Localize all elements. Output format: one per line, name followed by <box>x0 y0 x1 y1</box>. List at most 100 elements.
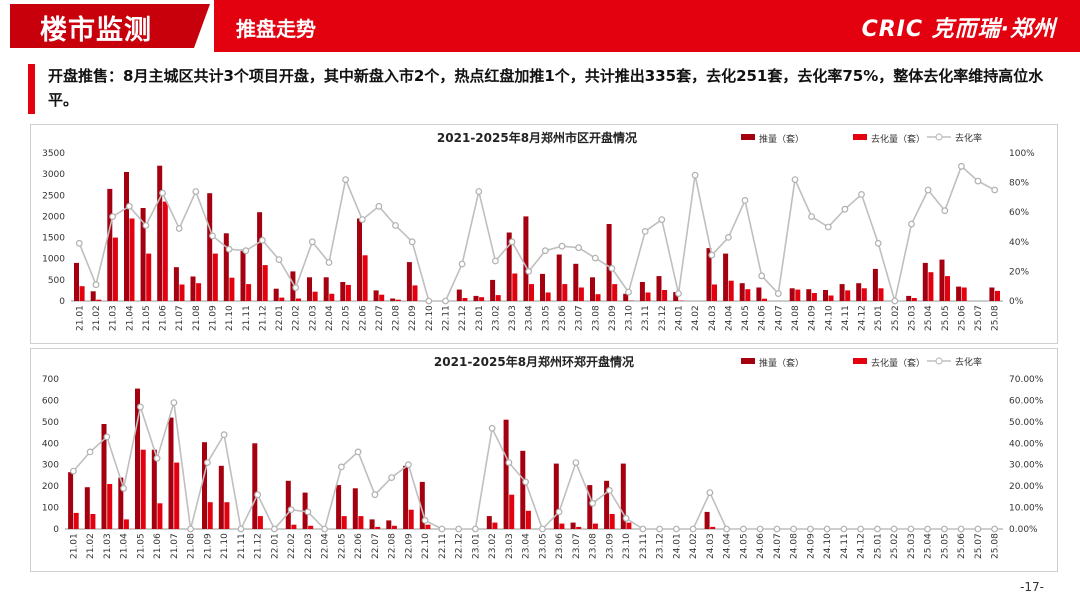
rate-point <box>175 225 183 232</box>
rate-point <box>575 244 582 252</box>
legend-label-rate: 去化率 <box>955 132 982 144</box>
bar-supply <box>673 292 679 301</box>
rate-point <box>774 290 782 298</box>
x-tick-label: 24.06 <box>756 533 766 559</box>
bar-supply <box>207 193 213 301</box>
x-tick-label: 23.08 <box>589 533 599 559</box>
summary-accent-bar <box>28 64 35 114</box>
x-tick-label: 21.02 <box>86 533 96 559</box>
y-tick-label: 400 <box>42 439 59 449</box>
bar-supply <box>723 253 729 301</box>
bar-sold <box>595 294 601 301</box>
rate-point <box>354 448 362 456</box>
bar-sold <box>609 514 615 529</box>
bar-sold <box>90 514 96 529</box>
bar-sold <box>107 484 113 529</box>
bar-sold <box>509 494 515 529</box>
rate-point <box>270 525 278 533</box>
rate-point <box>941 525 948 533</box>
x-tick-label: 25.05 <box>940 533 950 559</box>
x-tick-label: 22.06 <box>354 533 364 559</box>
rate-point <box>421 516 429 524</box>
bar-supply <box>553 463 559 529</box>
rate-point <box>442 297 449 305</box>
x-tick-label: 24.11 <box>841 305 851 331</box>
bar-supply <box>390 298 396 301</box>
x-tick-label: 25.08 <box>991 533 1001 559</box>
bar-sold <box>559 523 565 529</box>
rate-point <box>625 288 632 296</box>
bar-sold <box>157 503 163 529</box>
y-tick-label: 3500 <box>42 149 65 159</box>
rate-point <box>858 190 865 198</box>
chart-panel-city: 2021-2025年8月郑州市区开盘情况 推量（套） 去化量（套） 去化率 0 500 10… <box>30 124 1058 344</box>
x-tick-label: 23.01 <box>475 305 485 331</box>
legend-label-sold: 去化量（套） <box>871 357 925 369</box>
x-tick-label: 23.07 <box>572 533 582 559</box>
bar-sold <box>626 522 632 529</box>
bar-sold <box>395 299 401 301</box>
bar-supply <box>357 218 362 301</box>
x-tick-label: 24.12 <box>858 305 868 331</box>
section-title: 推盘走势 <box>236 17 316 41</box>
x-tick-label: 21.12 <box>254 533 264 559</box>
x-tick-label: 22.08 <box>388 533 398 559</box>
bar-supply <box>74 262 79 301</box>
bar-sold <box>291 524 297 529</box>
y2-tick-label: 20% <box>1009 267 1029 277</box>
y-tick-label: 0 <box>53 525 59 535</box>
rate-point <box>275 256 283 264</box>
rate-point <box>591 254 599 262</box>
bar-sold <box>79 286 85 301</box>
x-tick-label: 25.02 <box>891 305 901 331</box>
x-tick-label: 23.06 <box>555 533 565 559</box>
x-tick-label: 22.09 <box>404 533 414 559</box>
bar-supply <box>223 233 229 301</box>
bar-sold <box>341 516 347 529</box>
bar-supply <box>323 277 329 301</box>
x-tick-label: 24.09 <box>806 533 816 559</box>
y-tick-label: 0 <box>59 297 65 307</box>
legend-swatch-supply <box>741 358 755 364</box>
x-tick-label: 24.08 <box>791 305 801 331</box>
bar-supply <box>173 267 179 301</box>
rate-point <box>974 177 982 185</box>
bar-sold <box>745 289 751 301</box>
bar-supply <box>124 172 129 301</box>
rate-point <box>773 525 781 533</box>
x-tick-label: 22.04 <box>325 305 335 331</box>
bar-sold <box>196 283 202 301</box>
bar-sold <box>123 519 129 529</box>
x-tick-label: 21.01 <box>69 533 79 559</box>
bar-supply <box>140 208 146 301</box>
x-tick-label: 23.09 <box>608 305 618 331</box>
rate-point <box>606 486 613 494</box>
x-tick-label: 24.11 <box>840 533 850 559</box>
rate-point <box>109 213 116 220</box>
rate-point <box>608 264 616 272</box>
bar-supply <box>623 293 629 301</box>
rate-point <box>924 186 932 194</box>
x-tick-label: 23.04 <box>522 533 532 559</box>
bar-sold <box>408 509 414 529</box>
rate-point <box>673 525 680 533</box>
x-tick-label: 25.03 <box>908 305 918 331</box>
x-tick-label: 23.10 <box>622 533 632 559</box>
x-tick-label: 21.10 <box>225 305 235 331</box>
bar-supply <box>823 290 828 301</box>
x-tick-label: 22.11 <box>442 305 452 331</box>
rate-point <box>706 489 714 497</box>
bar-sold <box>391 525 397 529</box>
bar-supply <box>240 249 246 301</box>
rate-point <box>740 525 747 533</box>
bar-supply <box>168 417 174 529</box>
rate-point <box>656 525 663 533</box>
rate-point <box>808 213 815 220</box>
x-tick-label: 23.02 <box>488 533 498 559</box>
bar-sold <box>811 293 817 301</box>
rate-point <box>558 242 566 250</box>
bar-sold <box>861 288 867 301</box>
bar-sold <box>412 285 418 301</box>
rate-point <box>120 484 127 492</box>
header-title-block <box>0 0 214 52</box>
